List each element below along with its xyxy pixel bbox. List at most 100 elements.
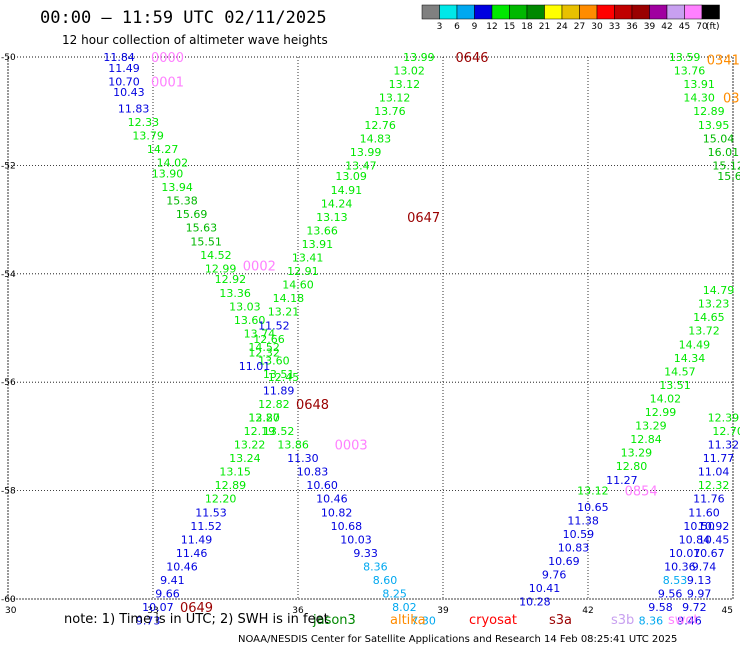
wave-height-label: 10.60 [306, 479, 338, 492]
x-tick-label: 36 [292, 606, 304, 616]
wave-height-label: 14.18 [273, 292, 305, 305]
wave-height-label: 9.46 [677, 615, 702, 628]
wave-height-label: 12.20 [205, 493, 237, 506]
colorbar-unit: (ft) [706, 22, 720, 32]
wave-height-label: 15.04 [703, 132, 735, 145]
wave-height-label: 11.77 [703, 452, 735, 465]
wave-height-label: 9.73 [136, 615, 161, 628]
wave-height-label: 9.76 [542, 569, 567, 582]
y-tick-label: -54 [1, 270, 16, 280]
wave-height-label: 9.13 [687, 574, 712, 587]
wave-height-label: 10.82 [321, 506, 353, 519]
wave-height-label: 14.34 [674, 352, 706, 365]
wave-height-label: 13.91 [683, 78, 715, 91]
wave-height-label: 9.58 [648, 601, 673, 614]
wave-height-label: 10.84 [679, 533, 711, 546]
colorbar-label: 39 [644, 22, 656, 32]
pass-time-label: 0646 [455, 51, 488, 66]
wave-height-label: 13.21 [268, 306, 300, 319]
wave-height-label: 13.94 [161, 181, 193, 194]
wave-height-label: 13.66 [306, 224, 338, 237]
colorbar-label: 21 [539, 22, 550, 32]
wave-height-label: 13.47 [345, 159, 377, 172]
colorbar-swatch [561, 4, 580, 20]
colorbar-label: 24 [556, 22, 568, 32]
wave-height-label: 13.15 [219, 466, 251, 479]
colorbar-label: 9 [472, 22, 478, 32]
satellite-legend: jason3 altika cryosat s3a s3b swot [0, 611, 740, 631]
y-tick-label: -50 [1, 53, 16, 63]
wave-height-label: 13.99 [403, 51, 435, 64]
colorbar-swatch [456, 4, 475, 20]
pass-time-label: 0341 [707, 54, 740, 69]
wave-height-label: 9.66 [155, 588, 180, 601]
wave-height-label: 13.29 [621, 447, 653, 460]
y-tick-label: -60 [1, 595, 16, 605]
wave-height-label: 12.27 [248, 411, 280, 424]
x-tick-label: 33 [147, 606, 158, 616]
wave-height-label: 10.83 [558, 542, 590, 555]
satellite-legend-cryosat: cryosat [469, 613, 517, 628]
pass-time-label: 0648 [296, 398, 329, 413]
wave-height-label: 12.19 [244, 425, 276, 438]
wave-height-label: 15.63 [717, 170, 740, 183]
wave-height-label: 13.59 [669, 51, 701, 64]
wave-height-label: 13.36 [219, 287, 251, 300]
colorbar-label: 3 [437, 22, 443, 32]
wave-height-label: 10.59 [563, 528, 595, 541]
y-tick-label: -52 [1, 161, 16, 171]
wave-height-label: 10.45 [698, 533, 730, 546]
wave-height-label: 10.46 [166, 560, 198, 573]
wave-height-label: 14.52 [200, 249, 232, 262]
wave-height-label: 11.49 [181, 533, 213, 546]
colorbar-swatch [579, 4, 598, 20]
wave-height-label: 14.49 [679, 338, 711, 351]
y-tick-label: -56 [1, 378, 16, 388]
wave-height-label: 13.91 [302, 238, 334, 251]
wave-height-label: 11.49 [108, 62, 140, 75]
wave-height-label: 12.82 [258, 398, 290, 411]
wave-height-label: 13.41 [292, 252, 324, 265]
wave-height-label: 8.25 [382, 588, 407, 601]
pass-time-label: 0854 [625, 485, 658, 500]
wave-height-label: 13.60 [258, 355, 290, 368]
colorbar-label: 33 [609, 22, 620, 32]
colorbar-swatch [666, 4, 685, 20]
wave-height-label: 12.45 [268, 371, 300, 384]
wave-height-label: 13.80 [248, 411, 280, 424]
colorbar-label: 18 [521, 22, 533, 32]
wave-height-label: 11.89 [263, 384, 295, 397]
pass-time-label: 0002 [243, 260, 276, 275]
colorbar-swatch [614, 4, 633, 20]
wave-height-label: 10.67 [693, 547, 725, 560]
page-subtitle: 12 hour collection of altimeter wave hei… [62, 33, 328, 47]
wave-height-label: 11.30 [287, 452, 319, 465]
wave-height-label: 13.09 [335, 170, 367, 183]
wave-height-label: 10.28 [519, 596, 551, 609]
satellite-legend-swot: swot [668, 613, 699, 628]
wave-height-label: 14.57 [664, 365, 696, 378]
wave-height-label: 10.69 [548, 555, 580, 568]
x-tick-label: 45 [722, 606, 733, 616]
note-text: note: 1) Time is in UTC; 2) SWH is in fe… [64, 612, 329, 627]
wave-height-label: 13.60 [234, 314, 266, 327]
wave-height-label: 11.52 [258, 319, 290, 332]
colorbar-swatch [439, 4, 458, 20]
wave-height-label: 9.97 [687, 588, 712, 601]
wave-height-label: 11.04 [698, 466, 730, 479]
wave-height-label: 13.29 [635, 420, 667, 433]
wave-height-label: 12.66 [253, 333, 285, 346]
wave-height-label: 8.53 [663, 574, 688, 587]
wave-height-label: 11.52 [190, 520, 222, 533]
wave-height-label: 13.13 [316, 211, 348, 224]
wave-height-label: 12.80 [616, 460, 648, 473]
wave-height-label: 12.84 [630, 433, 662, 446]
colorbar-swatch [684, 4, 703, 20]
wave-height-label: 9.33 [353, 547, 378, 560]
wave-height-label: 10.83 [297, 466, 329, 479]
pass-time-label: 034 [723, 92, 740, 107]
wave-height-label: 14.65 [693, 311, 725, 324]
wave-height-label: 15.69 [176, 208, 208, 221]
wave-height-label: 13.51 [659, 379, 691, 392]
wave-height-label: 10.07 [142, 601, 174, 614]
